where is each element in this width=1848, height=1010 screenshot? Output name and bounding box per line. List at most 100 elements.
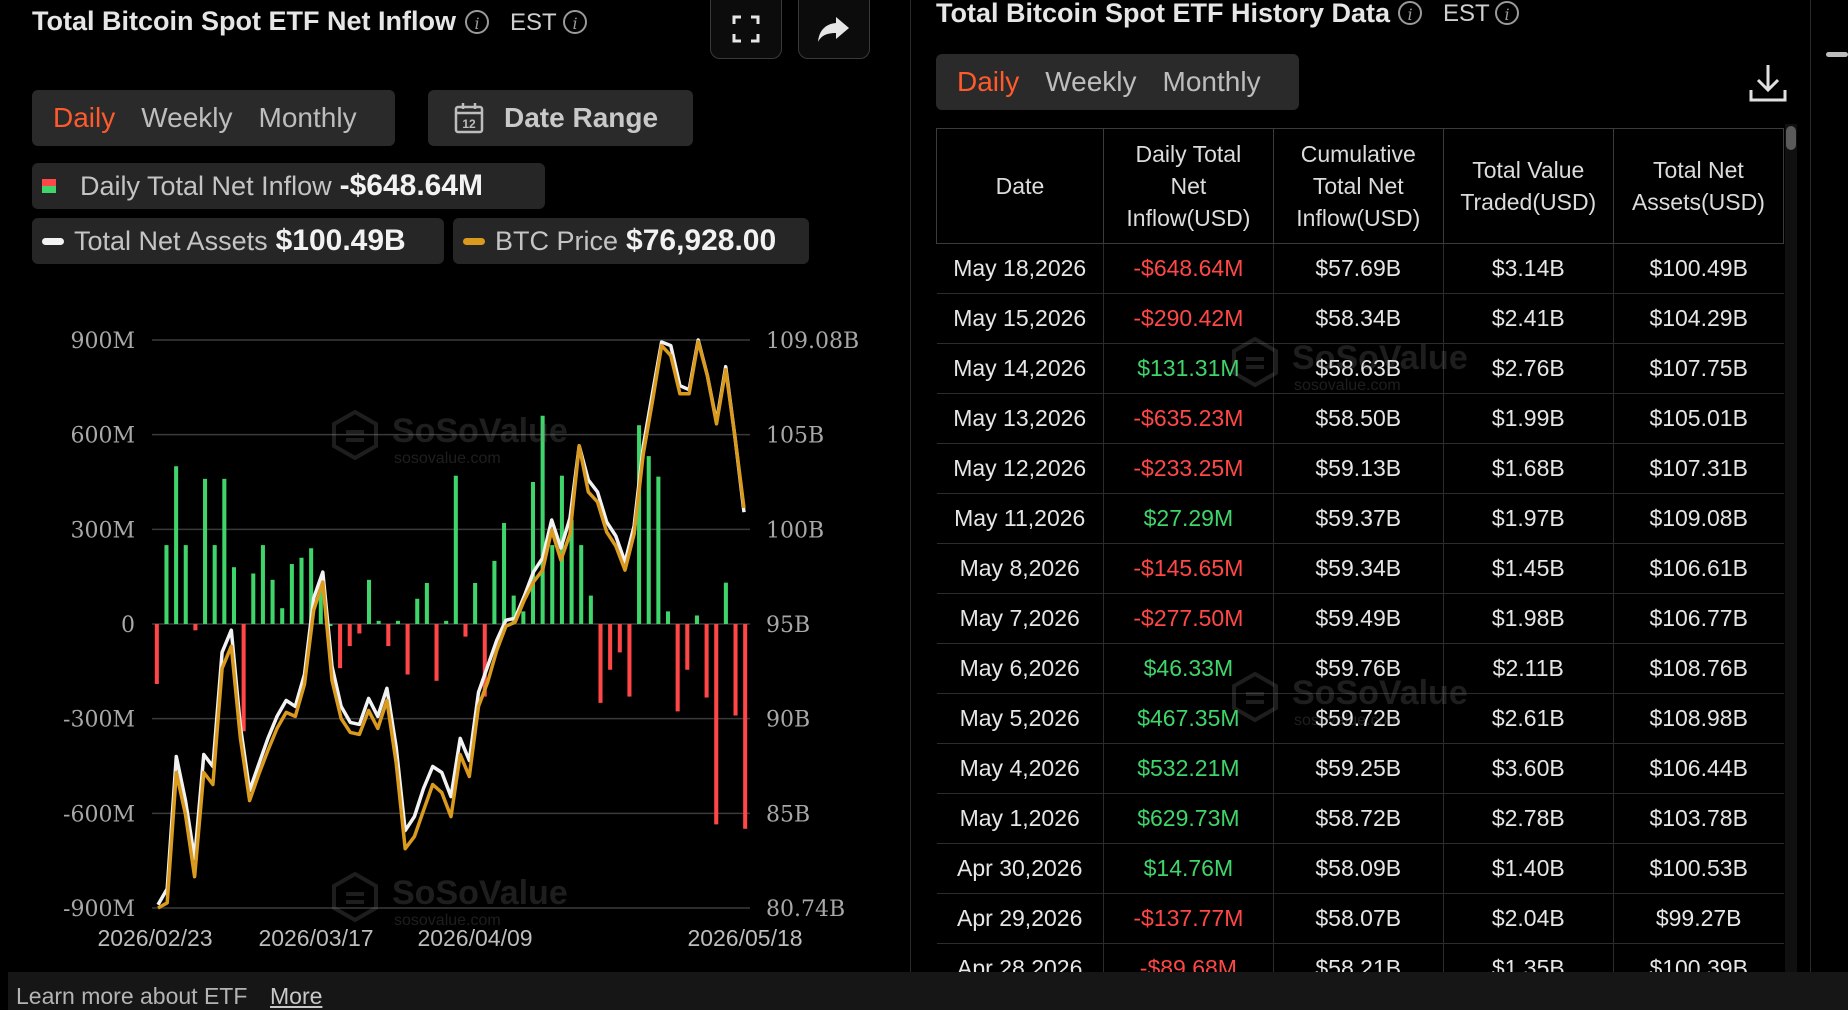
- net-inflow-title: Total Bitcoin Spot ETF Net Inflow: [32, 6, 456, 36]
- y-right-tick-label: 100B: [766, 518, 824, 543]
- inflow-bar: [357, 624, 362, 634]
- table-row[interactable]: May 11,2026 $27.29M $59.37B $1.97B $109.08B: [936, 493, 1784, 544]
- table-row[interactable]: Apr 29,2026 -$137.77M $58.07B $2.04B $99.27B: [936, 893, 1784, 944]
- inflow-bar: [424, 582, 429, 624]
- share-icon: [818, 17, 849, 42]
- inflow-bar: [646, 456, 651, 624]
- table-row[interactable]: May 6,2026 $46.33M $59.76B $2.11B $108.76B: [936, 643, 1784, 694]
- inflow-bar: [203, 478, 208, 624]
- inflow-bar: [617, 624, 622, 653]
- value-cell: $2.04B: [1442, 893, 1614, 944]
- history-period-tabs: Daily Weekly Monthly: [936, 54, 1299, 110]
- table-row[interactable]: May 7,2026 -$277.50M $59.49B $1.98B $106.77B: [936, 593, 1784, 644]
- table-row[interactable]: May 15,2026 -$290.42M $58.34B $2.41B $104.29…: [936, 293, 1784, 344]
- table-row[interactable]: May 8,2026 -$145.65M $59.34B $1.45B $106.61B: [936, 543, 1784, 594]
- table-row[interactable]: May 4,2026 $532.21M $59.25B $3.60B $106.44B: [936, 743, 1784, 794]
- table-row[interactable]: May 18,2026 -$648.64M $57.69B $3.14B $100.49…: [936, 243, 1784, 294]
- download-button[interactable]: [1748, 62, 1788, 104]
- column-header-line: Traded(USD): [1460, 189, 1597, 215]
- history-info-icon[interactable]: i: [1398, 1, 1422, 25]
- history-timezone-info-icon[interactable]: i: [1495, 1, 1519, 25]
- table-row[interactable]: Apr 30,2026 $14.76M $58.09B $1.40B $100.53B: [936, 843, 1784, 894]
- x-tick-label: 2026/03/17: [258, 925, 373, 951]
- period-tabs: Daily Weekly Monthly: [32, 90, 395, 146]
- btc-price-legend[interactable]: BTC Price $76,928.00: [453, 218, 809, 264]
- history-table: Date Daily Total Net Inflow(USD) Cumulative T…: [936, 128, 1784, 972]
- table-row[interactable]: Apr 28,2026 -$89.68M $58.21B $1.35B $100.39B: [936, 943, 1784, 972]
- inflow-bar: [502, 523, 507, 624]
- inflow-bar: [183, 545, 188, 624]
- date-cell: Apr 28,2026: [936, 943, 1104, 972]
- value-cell: $58.07B: [1272, 893, 1444, 944]
- inflow-bar: [154, 624, 159, 684]
- history-timezone: EST: [1443, 0, 1490, 27]
- inflow-bar: [492, 560, 497, 624]
- inflow-bar: [338, 624, 343, 669]
- column-header-line: Cumulative: [1300, 141, 1416, 167]
- net-assets-legend[interactable]: Total Net Assets $100.49B: [32, 218, 444, 264]
- fullscreen-button[interactable]: [710, 0, 782, 59]
- fullscreen-icon: [732, 15, 760, 43]
- y-left-tick-label: -600M: [63, 802, 135, 827]
- info-icon[interactable]: i: [465, 10, 489, 34]
- history-table-viewport[interactable]: Date Daily Total Net Inflow(USD) Cumulative T…: [936, 128, 1784, 972]
- y-left-tick-label: -300M: [63, 708, 135, 733]
- inflow-bar: [482, 624, 487, 697]
- inflow-cell: -$277.50M: [1102, 593, 1274, 644]
- net-inflow-chart[interactable]: 900M 600M 300M 0 -300M -600M -900M 109.08B 105B 1…: [0, 300, 910, 970]
- page-scrollbar-thumb[interactable]: [1826, 52, 1848, 57]
- value-cell: $1.99B: [1442, 393, 1614, 444]
- history-tab-daily[interactable]: Daily: [957, 66, 1020, 97]
- table-row[interactable]: May 12,2026 -$233.25M $59.13B $1.68B $107.31…: [936, 443, 1784, 494]
- table-scrollbar-thumb[interactable]: [1786, 126, 1796, 150]
- more-link[interactable]: More: [270, 983, 323, 1009]
- btc-price-value: $76,928.00: [626, 224, 777, 257]
- calendar-icon: 12: [454, 103, 484, 134]
- inflow-bar: [193, 624, 198, 631]
- timezone-info-icon[interactable]: i: [563, 10, 587, 34]
- value-cell: $108.98B: [1612, 693, 1784, 744]
- y-right-tick-label: 90B: [766, 708, 810, 733]
- value-cell: $109.08B: [1612, 493, 1784, 544]
- table-header-row: Date Daily Total Net Inflow(USD) Cumulative T…: [936, 128, 1784, 244]
- value-cell: $2.78B: [1442, 793, 1614, 844]
- tab-weekly[interactable]: Weekly: [141, 102, 233, 133]
- y-left-tick-label: 600M: [70, 424, 135, 449]
- table-row[interactable]: May 14,2026 $131.31M $58.63B $2.76B $107.75B: [936, 343, 1784, 394]
- share-button[interactable]: [798, 0, 870, 59]
- inflow-cell: $532.21M: [1102, 743, 1274, 794]
- date-cell: May 7,2026: [936, 593, 1104, 644]
- value-cell: $1.97B: [1442, 493, 1614, 544]
- history-tab-weekly[interactable]: Weekly: [1045, 66, 1137, 97]
- tab-monthly[interactable]: Monthly: [258, 102, 357, 133]
- inflow-bar: [318, 579, 323, 624]
- btc-price-line-icon: [463, 237, 485, 245]
- inflow-bar: [251, 573, 256, 624]
- inflow-bar: [415, 598, 420, 624]
- inflow-bar: [511, 595, 516, 624]
- net-assets-label: Total Net Assets: [74, 225, 268, 256]
- value-cell: $59.49B: [1272, 593, 1444, 644]
- date-cell: May 4,2026: [936, 743, 1104, 794]
- date-range-label: Date Range: [504, 102, 659, 133]
- inflow-bar: [665, 611, 671, 624]
- y-left-tick-label: 300M: [70, 518, 135, 543]
- value-cell: $100.53B: [1612, 843, 1784, 894]
- table-row[interactable]: May 13,2026 -$635.23M $58.50B $1.99B $105.01…: [936, 393, 1784, 444]
- y-right-tick-label: 109.08B: [766, 329, 859, 354]
- inflow-bar: [453, 475, 458, 624]
- history-tab-monthly[interactable]: Monthly: [1162, 66, 1261, 97]
- tab-daily[interactable]: Daily: [53, 102, 116, 133]
- net-assets-line-icon: [42, 237, 64, 245]
- table-row[interactable]: May 1,2026 $629.73M $58.72B $2.78B $103.78B: [936, 793, 1784, 844]
- inflow-bar: [395, 620, 400, 624]
- column-header-line: Daily Total: [1135, 141, 1242, 167]
- table-scrollbar[interactable]: [1785, 124, 1797, 972]
- page-scrollbar-track[interactable]: [1810, 0, 1811, 972]
- inflow-bar: [694, 615, 699, 624]
- inflow-bar: [473, 582, 478, 624]
- value-cell: $59.37B: [1272, 493, 1444, 544]
- y-left-tick-label: 0: [121, 613, 135, 638]
- date-range-button[interactable]: 12 Date Range: [428, 90, 693, 146]
- daily-inflow-legend: Daily Total Net Inflow -$648.64M: [32, 163, 545, 209]
